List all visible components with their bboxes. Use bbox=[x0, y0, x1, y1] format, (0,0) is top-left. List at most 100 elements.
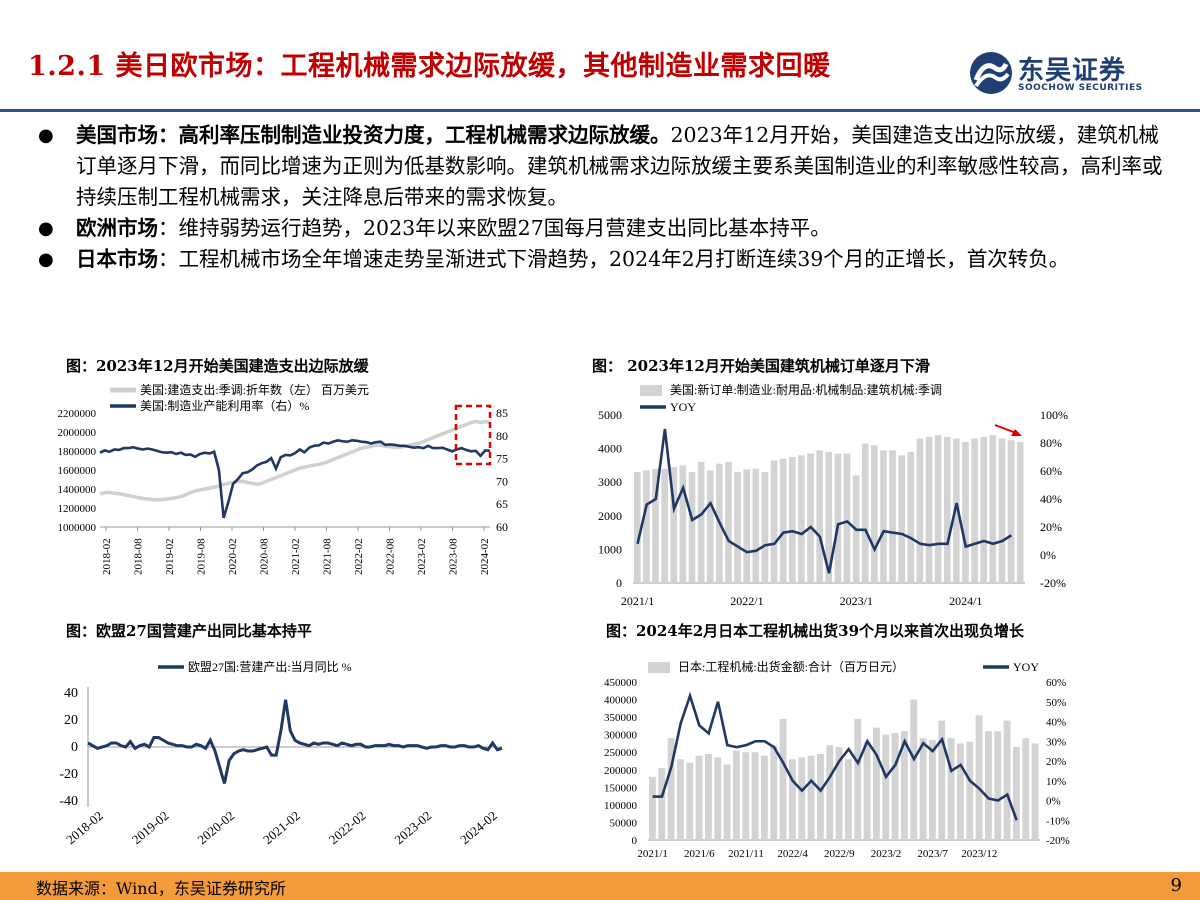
chart4-bar bbox=[779, 718, 787, 840]
chart4-bar bbox=[929, 739, 936, 840]
chart2-ytick-right: 80% bbox=[1040, 436, 1062, 450]
chart2-bar bbox=[898, 455, 905, 583]
chart2-bar bbox=[752, 468, 760, 583]
page-title: 1.2.1 美日欧市场：工程机械需求边际放缓，其他制造业需求回暖 bbox=[28, 51, 831, 82]
chart3-ytick: -40 bbox=[59, 794, 78, 809]
chart1-ytick-left: 1400000 bbox=[58, 484, 97, 496]
chart2-bar bbox=[971, 438, 978, 583]
chart4-bar bbox=[826, 745, 834, 840]
chart4-legend-1-swatch bbox=[648, 662, 670, 673]
chart4-xtick: 2023/7 bbox=[917, 848, 948, 860]
chart3-ytick: 40 bbox=[64, 686, 78, 701]
chart2-bar bbox=[652, 468, 659, 583]
chart4-bar bbox=[695, 755, 703, 840]
chart1-xtick: 2024-02 bbox=[479, 538, 491, 575]
footer-bar: 数据来源：Wind，东吴证券研究所 9 bbox=[0, 872, 1200, 900]
chart2-bar bbox=[734, 472, 741, 583]
chart4-bar bbox=[1022, 738, 1030, 840]
chart4-ytick-right: 40% bbox=[1046, 717, 1066, 729]
chart1-legend-1-label: 美国:建造支出:季调:折年数（左） 百万美元 bbox=[140, 382, 369, 397]
chart3-xtick: 2023-02 bbox=[391, 808, 434, 847]
chart2-ytick-left: 4000 bbox=[598, 442, 622, 456]
chart4-bar bbox=[770, 745, 778, 840]
chart4-bar bbox=[1013, 746, 1020, 840]
chart1-xtick: 2019-08 bbox=[196, 538, 208, 575]
chart4-ytick-left: 50000 bbox=[610, 817, 638, 829]
chart4-bar bbox=[901, 731, 908, 840]
chart2-bar bbox=[980, 436, 988, 583]
chart2-ytick-left: 3000 bbox=[598, 475, 622, 489]
chart2-ytick-left: 1000 bbox=[598, 542, 622, 556]
chart4-bar bbox=[863, 741, 871, 840]
chart4-xtick: 2021/11 bbox=[728, 848, 764, 860]
chart2-ytick-right: 40% bbox=[1040, 492, 1062, 506]
chart1-ytick-left: 1800000 bbox=[58, 446, 97, 458]
chart4-xtick: 2021/1 bbox=[637, 848, 668, 860]
chart4-bar bbox=[938, 720, 946, 840]
chart4-ytick-right: -10% bbox=[1046, 815, 1070, 827]
chart4-bar bbox=[975, 715, 983, 840]
logo-chinese: 东吴证券 bbox=[1018, 56, 1127, 86]
chart2-ytick-right: -20% bbox=[1040, 576, 1066, 590]
logo-english: SOOCHOW SECURITIES bbox=[1018, 83, 1143, 93]
chart3-series-eu-output bbox=[87, 699, 503, 784]
chart2-bar bbox=[743, 469, 751, 583]
chart1-xtick: 2019-02 bbox=[164, 538, 176, 575]
chart2-bar bbox=[934, 435, 942, 583]
chart4-bar bbox=[957, 743, 964, 840]
chart4-series-yoy bbox=[652, 691, 1018, 821]
chart-1-title: 图：2023年12月开始美国建造支出边际放缓 bbox=[66, 357, 369, 375]
chart2-bar bbox=[907, 451, 915, 583]
chart4-ytick-left: 100000 bbox=[604, 800, 638, 812]
chart4-ytick-right: 20% bbox=[1046, 756, 1066, 768]
chart4-bar bbox=[686, 762, 694, 840]
chart2-xtick: 2021/1 bbox=[621, 594, 654, 608]
chart2-bar bbox=[779, 458, 787, 583]
chart2-bar bbox=[634, 472, 641, 583]
chart4-bar bbox=[677, 759, 684, 840]
chart4-bar bbox=[807, 755, 815, 840]
chart1-ytick-left: 1000000 bbox=[58, 522, 97, 534]
chart4-ytick-right: 10% bbox=[1046, 776, 1066, 788]
chart4-ytick-left: 350000 bbox=[604, 712, 638, 724]
chart2-bar bbox=[688, 472, 696, 583]
chart2-bar bbox=[880, 450, 887, 583]
chart4-ytick-right: 30% bbox=[1046, 736, 1066, 748]
chart4-xtick: 2022/4 bbox=[777, 848, 808, 860]
chart1-ytick-right: 60 bbox=[496, 520, 508, 534]
chart4-bar bbox=[817, 753, 824, 840]
chart4-xtick: 2023/12 bbox=[961, 848, 997, 860]
chart2-ytick-right: 100% bbox=[1040, 408, 1068, 422]
chart-4-title: 图：2024年2月日本工程机械出货39个月以来首次出现负增长 bbox=[606, 622, 1025, 640]
chart2-xtick: 2022/1 bbox=[730, 594, 763, 608]
chart4-bar bbox=[994, 731, 1002, 840]
chart4-ytick-left: 400000 bbox=[604, 695, 638, 707]
chart4-bar bbox=[966, 741, 974, 840]
chart3-xtick: 2020-02 bbox=[194, 808, 237, 847]
chart2-bar bbox=[861, 443, 869, 583]
chart4-legend-2-label: YOY bbox=[1013, 660, 1039, 674]
chart2-bar bbox=[843, 453, 851, 583]
chart1-ytick-right: 70 bbox=[496, 474, 508, 488]
chart2-bar bbox=[706, 470, 714, 583]
chart4-ytick-left: 150000 bbox=[604, 782, 638, 794]
bullet-dot-icon: ● bbox=[38, 249, 54, 270]
chart2-bar bbox=[834, 453, 842, 583]
bullet-text: ：维持弱势运行趋势，2023年以来欧盟27国每月营建支出同比基本持平。 bbox=[158, 216, 831, 240]
chart-2-title: 图： 2023年12月开始美国建筑机械订单逐月下滑 bbox=[592, 357, 930, 375]
chart4-bar bbox=[882, 734, 890, 840]
chart3-xtick: 2024-02 bbox=[457, 808, 500, 847]
chart4-xtick: 2022/9 bbox=[824, 848, 855, 860]
bullet-lead: 欧洲市场 bbox=[76, 216, 158, 240]
chart2-arrow-line bbox=[994, 424, 1017, 434]
chart4-bar bbox=[751, 752, 759, 840]
chart2-series-yoy bbox=[636, 428, 1013, 574]
chart4-ytick-left: 450000 bbox=[604, 677, 638, 689]
chart1-xtick: 2022-08 bbox=[385, 538, 397, 575]
chart2-bar bbox=[943, 436, 951, 583]
chart2-legend-2-label: YOY bbox=[670, 400, 696, 414]
chart4-bar bbox=[854, 718, 862, 840]
chart4-bar bbox=[891, 732, 899, 840]
chart1-xtick: 2023-02 bbox=[416, 538, 428, 575]
